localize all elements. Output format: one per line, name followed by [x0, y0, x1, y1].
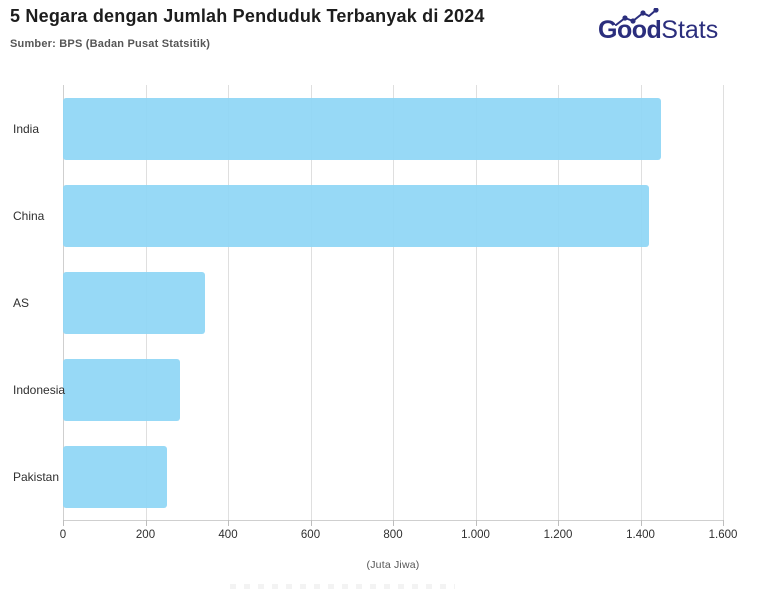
goodstats-logo: GoodStats — [598, 8, 719, 56]
x-tick-label-0: 0 — [59, 529, 67, 541]
logo-sparkline-icon — [615, 8, 659, 26]
cropped-text-artifact — [230, 584, 455, 589]
gridline-1.400 — [640, 85, 642, 520]
category-label-as: AS — [13, 295, 30, 310]
logo-text-stats: Stats — [661, 16, 719, 44]
x-tick-400 — [228, 520, 229, 526]
x-tick-1.400 — [640, 520, 642, 526]
x-tick-label-200: 200 — [135, 529, 156, 541]
chart-title: 5 Negara dengan Jumlah Penduduk Terbanya… — [10, 6, 485, 26]
gridline-1.000 — [475, 85, 477, 520]
x-tick-200 — [145, 520, 147, 526]
x-tick-800 — [393, 520, 394, 526]
x-tick-label-600: 600 — [300, 529, 321, 541]
bar-pakistan — [63, 445, 167, 508]
category-label-indonesia: Indonesia — [13, 382, 66, 397]
x-axis-title: (Juta Jiwa) — [366, 559, 420, 571]
x-tick-1.200 — [558, 520, 559, 526]
x-tick-0 — [63, 520, 64, 526]
gridline-400 — [228, 85, 229, 520]
x-tick-label-1.400: 1.400 — [626, 529, 655, 541]
gridline-1.200 — [558, 85, 559, 520]
bar-indonesia — [63, 358, 180, 421]
chart-source: Sumber: BPS (Badan Pusat Statsitik) — [10, 38, 211, 50]
x-tick-label-1.200: 1.200 — [543, 529, 573, 541]
x-tick-label-1.000: 1.000 — [461, 529, 490, 541]
x-tick-label-800: 800 — [383, 529, 403, 541]
bar-india — [63, 97, 662, 160]
x-tick-label-400: 400 — [218, 529, 238, 541]
category-label-pakistan: Pakistan — [13, 469, 60, 484]
gridline-800 — [393, 85, 394, 520]
x-tick-1.000 — [475, 520, 477, 526]
x-tick-1.600 — [723, 520, 724, 526]
category-label-india: India — [13, 121, 40, 136]
gridline-600 — [310, 85, 312, 520]
plot-area — [63, 85, 724, 520]
bar-as — [63, 271, 206, 334]
x-tick-600 — [310, 520, 312, 526]
gridline-1.600 — [723, 85, 724, 520]
x-tick-label-1.600: 1.600 — [708, 529, 738, 541]
category-label-china: China — [13, 208, 45, 223]
bar-china — [63, 184, 649, 247]
